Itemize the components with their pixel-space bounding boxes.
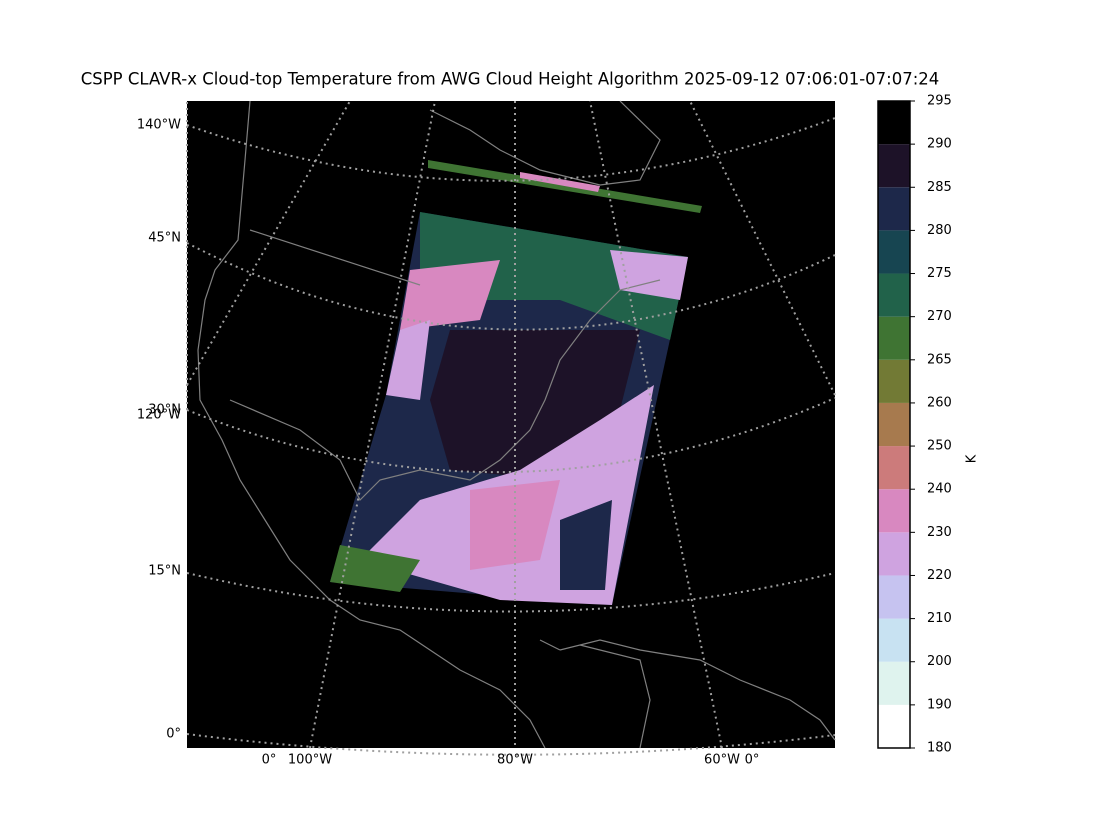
graticule-line [186, 733, 836, 756]
colorbar-tick-label: 240 [927, 482, 952, 497]
coastline [539, 639, 651, 749]
coastline [197, 100, 546, 749]
graticule-line [186, 100, 351, 386]
colorbar-tick-label: 230 [927, 525, 952, 540]
colorbar-tick-label: 250 [927, 439, 952, 454]
colorbar-segment [878, 532, 910, 576]
colorbar-tick-label: 295 [927, 94, 952, 109]
coastline [559, 639, 836, 741]
colorbar-tick-label: 180 [927, 741, 952, 756]
graticule-line [186, 242, 836, 331]
lat-lon-label: 0° [166, 727, 181, 742]
colorbar-tick-label: 190 [927, 697, 952, 712]
lon-label: 60°W [704, 753, 740, 768]
graticule-line [186, 397, 836, 474]
colorbar-segment [878, 446, 910, 490]
swath-patch [520, 172, 600, 192]
colorbar-tick-label: 265 [927, 352, 952, 367]
colorbar-frame [877, 100, 911, 749]
colorbar-tick-label: 285 [927, 180, 952, 195]
swath-patch [560, 500, 612, 590]
map [186, 100, 836, 756]
swath-patch [420, 212, 688, 340]
colorbar-tick-label: 280 [927, 223, 952, 238]
colorbar-segment [878, 273, 910, 317]
colorbar-segment [878, 402, 910, 447]
colorbar-label: K [965, 454, 980, 463]
colorbar-segment [878, 187, 910, 231]
coastlines [197, 100, 836, 749]
colorbar-segment [878, 230, 910, 274]
colorbar-segment [878, 489, 910, 533]
lon-label: 0° [262, 753, 277, 768]
coastline [229, 279, 661, 502]
swath-strip [428, 160, 702, 213]
lon-label: 0° [745, 753, 760, 768]
colorbar-tick-label: 270 [927, 309, 952, 324]
colorbar-tick-label: 260 [927, 395, 952, 410]
swath [330, 160, 702, 605]
coastline [249, 229, 421, 286]
colorbar-segment [878, 359, 910, 403]
colorbar-segment [878, 575, 910, 619]
colorbar-tick-label: 275 [927, 266, 952, 281]
colorbar-segment [878, 144, 910, 188]
graticule [186, 100, 836, 756]
graticule-line [589, 100, 723, 749]
colorbar-segment [878, 704, 910, 748]
graticule-line [689, 100, 836, 396]
lat-lon-label: 15°N [148, 564, 181, 579]
swath-patch [386, 320, 430, 400]
colorbar-segment [878, 618, 910, 662]
swath-patch [470, 480, 560, 570]
colorbar-segment [878, 316, 910, 360]
colorbar-tick-label: 290 [927, 137, 952, 152]
lat-lon-label: 30°N [148, 403, 181, 418]
colorbar-tick-label: 210 [927, 611, 952, 626]
colorbar-tick-label: 220 [927, 568, 952, 583]
graticule-line [309, 100, 436, 749]
lat-lon-label: 45°N [148, 231, 181, 246]
graticule-line [186, 117, 836, 182]
swath-patch [400, 260, 500, 330]
coastline [429, 100, 661, 186]
colorbar-segment [878, 101, 910, 145]
lon-label: 80°W [497, 753, 533, 768]
chart-title: CSPP CLAVR-x Cloud-top Temperature from … [81, 70, 940, 89]
lat-lon-label: 120°W [137, 408, 181, 423]
lon-label: 100°W [288, 753, 332, 768]
colorbar-tick-label: 200 [927, 654, 952, 669]
lat-lon-label: 140°W [137, 118, 181, 133]
swath-patch [330, 545, 420, 592]
colorbar-segment [878, 661, 910, 705]
